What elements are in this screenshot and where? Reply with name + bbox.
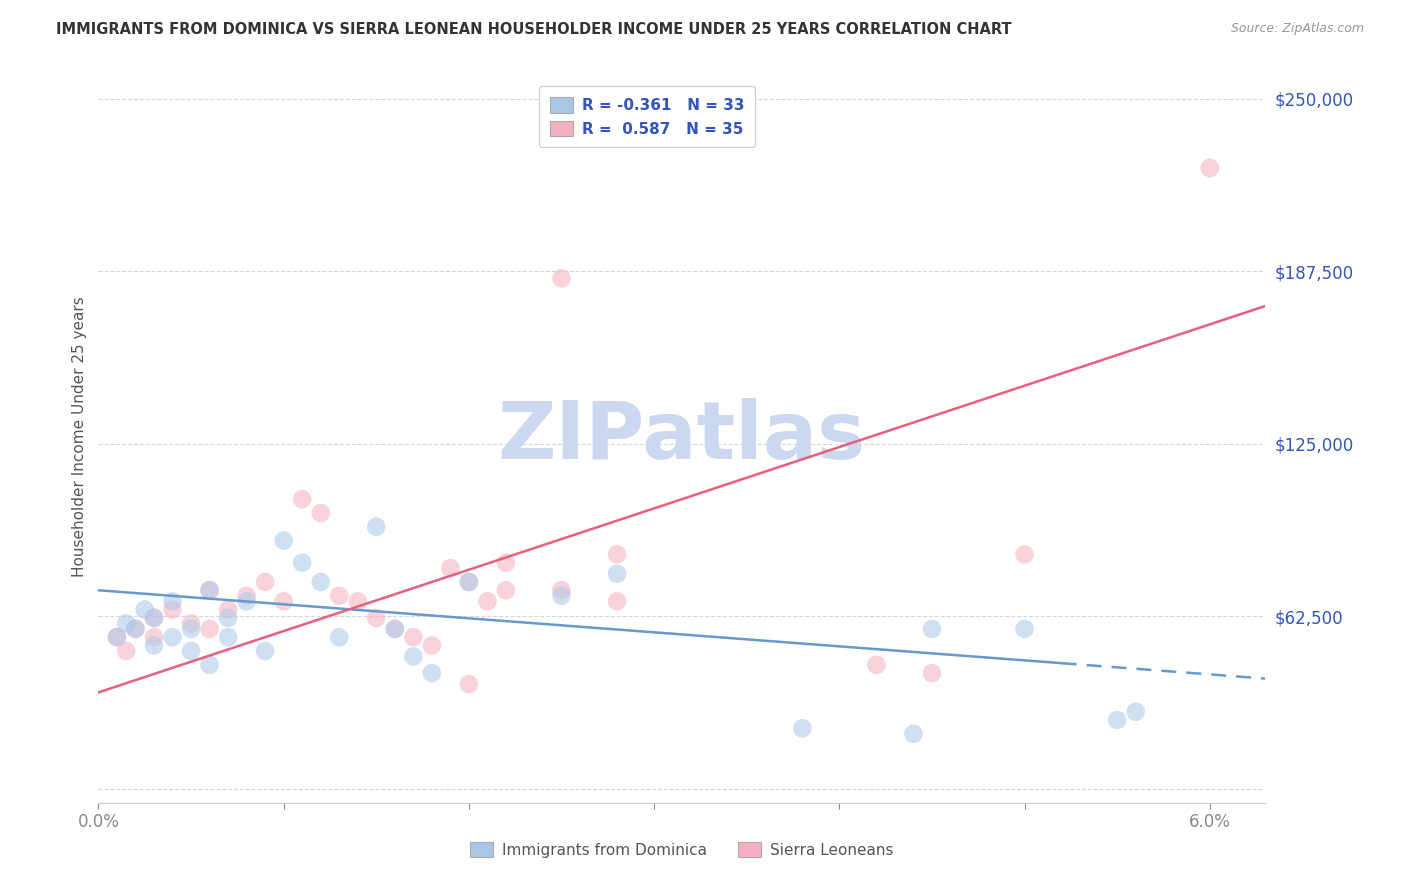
- Point: [291, 492, 314, 507]
- Point: [309, 574, 332, 589]
- Point: [457, 677, 479, 691]
- Point: [903, 727, 925, 741]
- Point: [457, 574, 479, 589]
- Point: [550, 271, 572, 285]
- Point: [235, 589, 257, 603]
- Point: [495, 583, 517, 598]
- Point: [606, 594, 628, 608]
- Point: [606, 548, 628, 562]
- Point: [198, 583, 221, 598]
- Legend: Immigrants from Dominica, Sierra Leoneans: Immigrants from Dominica, Sierra Leonean…: [460, 831, 904, 868]
- Point: [328, 630, 350, 644]
- Point: [273, 594, 295, 608]
- Point: [865, 657, 887, 672]
- Point: [1014, 548, 1036, 562]
- Point: [384, 622, 406, 636]
- Point: [420, 666, 443, 681]
- Point: [346, 594, 368, 608]
- Point: [439, 561, 461, 575]
- Point: [477, 594, 499, 608]
- Point: [495, 556, 517, 570]
- Text: IMMIGRANTS FROM DOMINICA VS SIERRA LEONEAN HOUSEHOLDER INCOME UNDER 25 YEARS COR: IMMIGRANTS FROM DOMINICA VS SIERRA LEONE…: [56, 22, 1012, 37]
- Point: [328, 589, 350, 603]
- Point: [124, 622, 146, 636]
- Point: [550, 583, 572, 598]
- Point: [115, 644, 138, 658]
- Point: [606, 566, 628, 581]
- Point: [217, 630, 239, 644]
- Point: [134, 602, 156, 616]
- Point: [143, 611, 166, 625]
- Point: [143, 630, 166, 644]
- Point: [180, 622, 202, 636]
- Point: [1198, 161, 1220, 175]
- Text: ZIPatlas: ZIPatlas: [498, 398, 866, 476]
- Point: [143, 611, 166, 625]
- Point: [235, 594, 257, 608]
- Point: [921, 622, 943, 636]
- Text: Source: ZipAtlas.com: Source: ZipAtlas.com: [1230, 22, 1364, 36]
- Point: [198, 657, 221, 672]
- Point: [217, 611, 239, 625]
- Point: [254, 574, 277, 589]
- Point: [366, 611, 388, 625]
- Point: [105, 630, 128, 644]
- Y-axis label: Householder Income Under 25 years: Householder Income Under 25 years: [72, 297, 87, 577]
- Point: [124, 622, 146, 636]
- Point: [384, 622, 406, 636]
- Point: [273, 533, 295, 548]
- Point: [402, 649, 425, 664]
- Point: [115, 616, 138, 631]
- Point: [921, 666, 943, 681]
- Point: [162, 602, 184, 616]
- Point: [1107, 713, 1129, 727]
- Point: [792, 721, 814, 735]
- Point: [162, 630, 184, 644]
- Point: [366, 520, 388, 534]
- Point: [198, 622, 221, 636]
- Point: [143, 639, 166, 653]
- Point: [1125, 705, 1147, 719]
- Point: [309, 506, 332, 520]
- Point: [291, 556, 314, 570]
- Point: [217, 602, 239, 616]
- Point: [1014, 622, 1036, 636]
- Point: [180, 644, 202, 658]
- Point: [105, 630, 128, 644]
- Point: [550, 589, 572, 603]
- Point: [402, 630, 425, 644]
- Point: [254, 644, 277, 658]
- Point: [180, 616, 202, 631]
- Point: [162, 594, 184, 608]
- Point: [420, 639, 443, 653]
- Point: [457, 574, 479, 589]
- Point: [198, 583, 221, 598]
